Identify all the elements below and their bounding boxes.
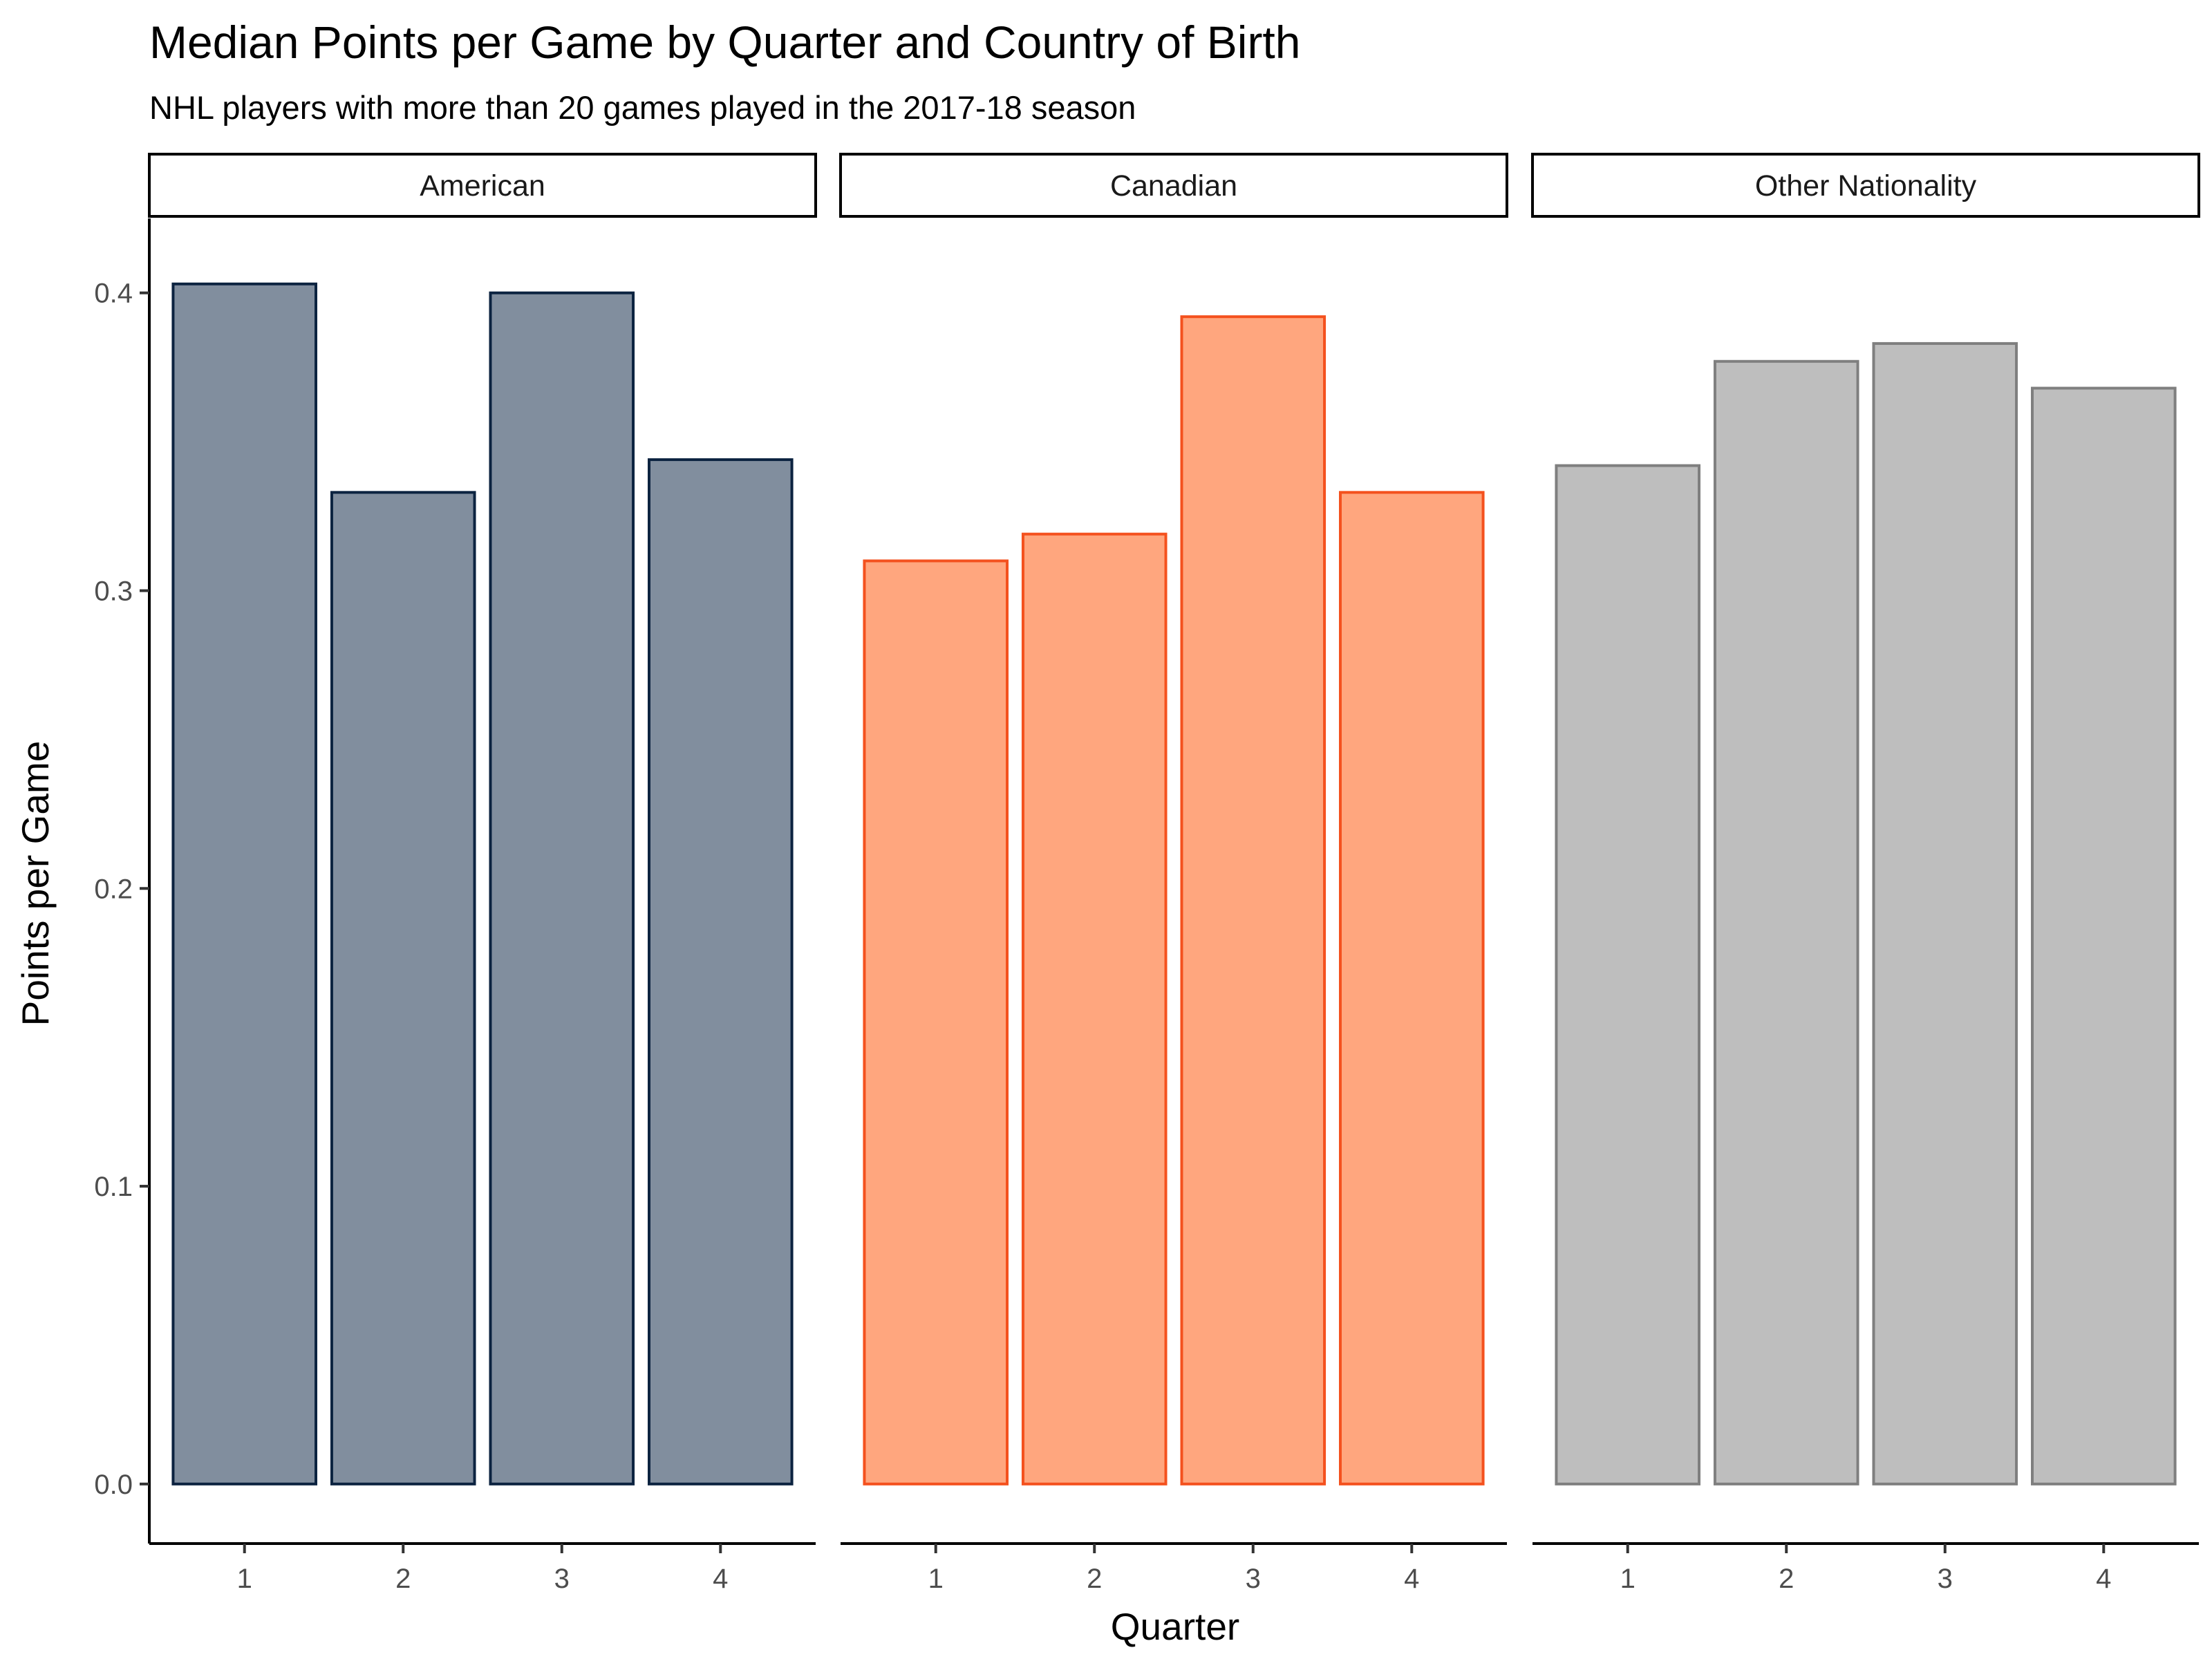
facet-strip — [839, 153, 1508, 218]
x-tick-label: 2 — [1087, 1564, 1102, 1594]
bar — [863, 559, 1009, 1485]
bar — [1180, 315, 1327, 1485]
y-tick-label: 0.0 — [94, 1470, 133, 1500]
facet-strip-label: Other Nationality — [1755, 169, 1977, 203]
facet-strip-label: Canadian — [1110, 169, 1237, 203]
y-tick-label: 0.1 — [94, 1172, 133, 1202]
bar — [489, 291, 635, 1485]
x-tick-label: 4 — [1404, 1564, 1419, 1594]
y-tick-label: 0.4 — [94, 279, 133, 309]
bar — [1872, 341, 2018, 1485]
bar — [1713, 359, 1859, 1485]
facet-panel: Canadian 1 2 3 4 — [839, 153, 1508, 1594]
x-axis-title: Quarter — [1111, 1605, 1239, 1648]
facet-panel: American 1 2 3 4 — [148, 153, 817, 1594]
bar — [1339, 491, 1485, 1485]
facet-strip-label: American — [420, 169, 545, 203]
bar — [1555, 464, 1700, 1485]
x-tick-label: 2 — [395, 1564, 411, 1594]
x-tick-label: 4 — [713, 1564, 728, 1594]
chart-subtitle: NHL players with more than 20 games play… — [149, 89, 1136, 126]
x-tick-label: 3 — [554, 1564, 570, 1594]
x-tick-label: 1 — [1620, 1564, 1635, 1594]
x-tick-label: 3 — [1246, 1564, 1261, 1594]
bar — [1021, 532, 1168, 1485]
bar — [2031, 386, 2177, 1485]
y-tick-label: 0.2 — [94, 874, 133, 904]
x-tick-label: 1 — [928, 1564, 944, 1594]
y-axis-title: Points per Game — [14, 741, 57, 1027]
facet-strip — [148, 153, 817, 218]
bar — [171, 282, 317, 1485]
facet-panel: Other Nationality 1 2 3 4 — [1531, 153, 2200, 1594]
x-tick-label: 4 — [2096, 1564, 2111, 1594]
y-tick-label: 0.3 — [94, 576, 133, 606]
x-tick-label: 1 — [237, 1564, 252, 1594]
chart-title: Median Points per Game by Quarter and Co… — [149, 17, 1300, 68]
bar — [648, 458, 794, 1485]
bar — [330, 491, 476, 1485]
facet-strip — [1531, 153, 2200, 218]
x-tick-label: 3 — [1938, 1564, 1953, 1594]
x-tick-label: 2 — [1779, 1564, 1794, 1594]
